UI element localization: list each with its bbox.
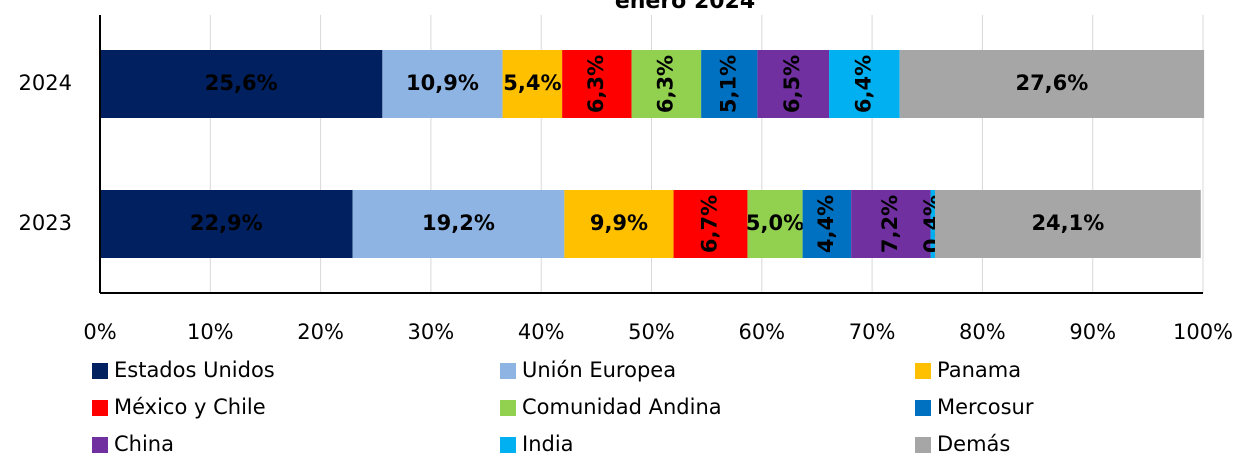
legend-label: Panama [937, 358, 1021, 382]
data-label: 6,3% [653, 55, 677, 113]
y-tick-label: 2023 [19, 211, 72, 235]
legend-label: Comunidad Andina [522, 395, 722, 419]
legend-swatch [92, 437, 108, 453]
data-label: 6,7% [698, 195, 722, 253]
data-label: 19,2% [422, 211, 495, 235]
data-label: 6,4% [851, 55, 875, 113]
legend-swatch [915, 437, 931, 453]
bar-segment [701, 50, 758, 118]
bar-segment [802, 190, 852, 258]
x-tick-label: 100% [1173, 320, 1233, 344]
bar-segment [757, 50, 830, 118]
data-label: 5,4% [503, 71, 561, 95]
legend-label: Estados Unidos [114, 358, 275, 382]
bar-segment [631, 50, 702, 118]
data-label: 5,0% [746, 211, 804, 235]
bar-segment [562, 50, 632, 118]
bar-segment [100, 190, 353, 258]
x-tick-label: 0% [83, 320, 116, 344]
legend-swatch [92, 363, 108, 379]
bar-segment [747, 190, 803, 258]
x-tick-label: 50% [628, 320, 675, 344]
legend-label: Unión Europea [522, 358, 676, 382]
x-tick-label: 20% [297, 320, 344, 344]
legend-swatch [915, 400, 931, 416]
bar-segment [502, 50, 563, 118]
chart-title: enero 2024 [615, 0, 755, 14]
y-tick-label: 2024 [19, 71, 72, 95]
legend-label: Mercosur [937, 395, 1034, 419]
x-tick-label: 90% [1069, 320, 1116, 344]
x-tick-label: 60% [738, 320, 785, 344]
data-label: 6,3% [584, 55, 608, 113]
x-tick-label: 30% [408, 320, 455, 344]
legend-label: México y Chile [114, 395, 266, 419]
legend-label: Demás [937, 432, 1010, 455]
bar-segment [930, 190, 935, 258]
data-label: 27,6% [1015, 71, 1088, 95]
bar-segment [673, 190, 748, 258]
bar-segment [899, 50, 1205, 118]
bar-segment [829, 50, 900, 118]
data-label: 7,2% [878, 195, 902, 253]
data-label: 22,9% [190, 211, 263, 235]
bar-segment [564, 190, 674, 258]
x-tick-label: 10% [187, 320, 234, 344]
bar-segment [934, 190, 1201, 258]
bar-segment [352, 190, 565, 258]
data-label: 5,1% [716, 55, 740, 113]
data-label: 10,9% [406, 71, 479, 95]
legend-label: India [522, 432, 574, 455]
legend-label: China [114, 432, 174, 455]
data-label: 6,5% [780, 55, 804, 113]
legend-swatch [92, 400, 108, 416]
data-label: 9,9% [590, 211, 648, 235]
legend-swatch [500, 363, 516, 379]
x-tick-label: 40% [518, 320, 565, 344]
bar-segment [100, 50, 383, 118]
data-label: 25,6% [205, 71, 278, 95]
legend-swatch [915, 363, 931, 379]
bar-segment [382, 50, 503, 118]
x-tick-label: 80% [959, 320, 1006, 344]
legend-swatch [500, 437, 516, 453]
legend-swatch [500, 400, 516, 416]
bar-segment [851, 190, 931, 258]
data-label: 24,1% [1031, 211, 1104, 235]
data-label: 4,4% [814, 195, 838, 253]
x-tick-label: 70% [849, 320, 896, 344]
